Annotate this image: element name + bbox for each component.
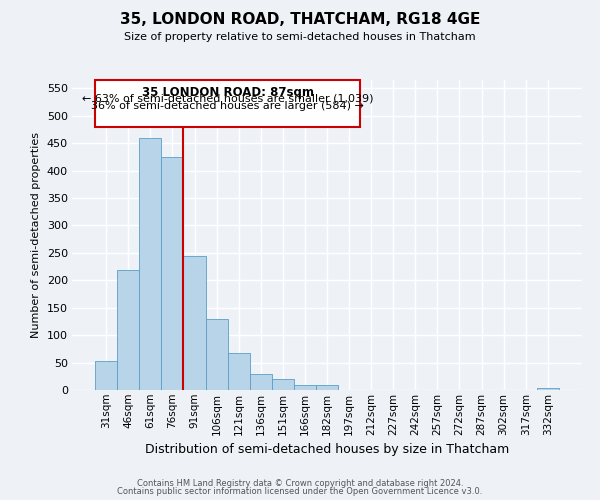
Bar	[95, 362, 117, 390]
Bar	[294, 384, 316, 390]
Text: ← 63% of semi-detached houses are smaller (1,039): ← 63% of semi-detached houses are smalle…	[82, 93, 373, 103]
X-axis label: Distribution of semi-detached houses by size in Thatcham: Distribution of semi-detached houses by …	[145, 443, 509, 456]
Text: 36% of semi-detached houses are larger (584) →: 36% of semi-detached houses are larger (…	[91, 101, 364, 111]
Text: Contains HM Land Registry data © Crown copyright and database right 2024.: Contains HM Land Registry data © Crown c…	[137, 478, 463, 488]
Bar	[250, 374, 272, 390]
Bar	[117, 270, 139, 390]
Bar	[537, 388, 559, 390]
Bar	[184, 256, 206, 390]
Bar	[95, 80, 360, 126]
Bar	[139, 138, 161, 390]
Bar	[161, 157, 184, 390]
Text: 35, LONDON ROAD, THATCHAM, RG18 4GE: 35, LONDON ROAD, THATCHAM, RG18 4GE	[120, 12, 480, 28]
Y-axis label: Number of semi-detached properties: Number of semi-detached properties	[31, 132, 41, 338]
Bar	[272, 379, 294, 390]
Bar	[316, 384, 338, 390]
Text: Contains public sector information licensed under the Open Government Licence v3: Contains public sector information licen…	[118, 487, 482, 496]
Text: Size of property relative to semi-detached houses in Thatcham: Size of property relative to semi-detach…	[124, 32, 476, 42]
Bar	[227, 352, 250, 390]
Text: 35 LONDON ROAD: 87sqm: 35 LONDON ROAD: 87sqm	[142, 86, 314, 99]
Bar	[206, 318, 227, 390]
